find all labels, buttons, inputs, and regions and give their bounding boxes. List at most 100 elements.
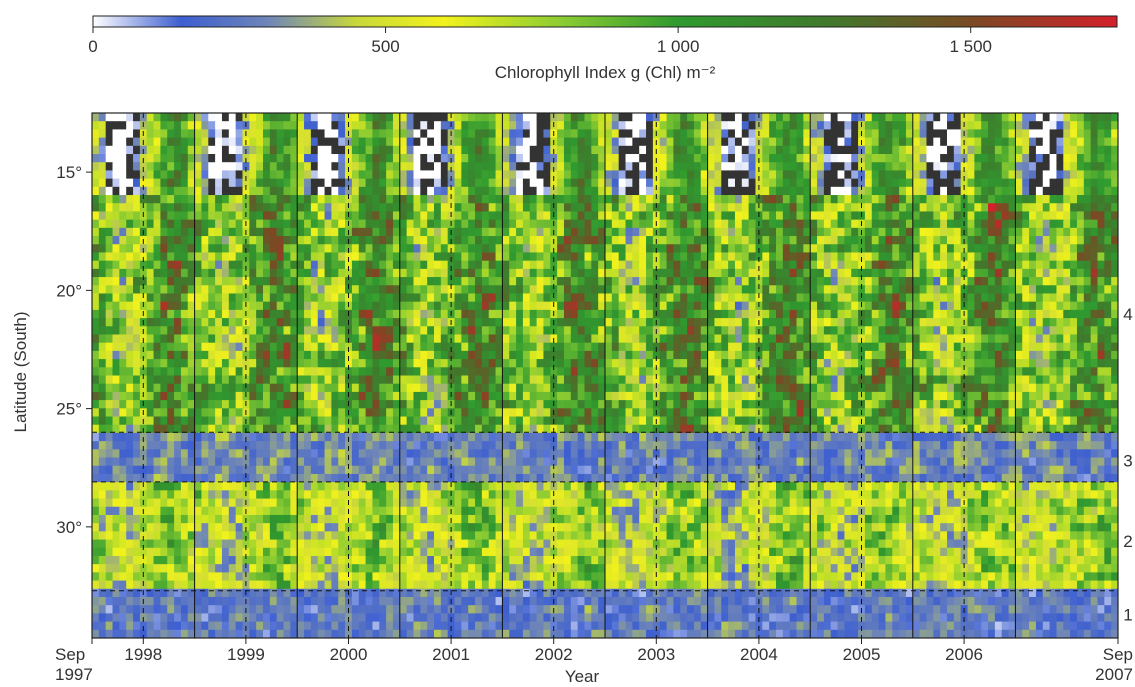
heatmap-cell <box>386 359 394 368</box>
heatmap-cell <box>611 145 620 155</box>
heatmap-cell <box>495 342 503 352</box>
heatmap-cell <box>659 375 668 385</box>
heatmap-cell <box>290 178 298 188</box>
heatmap-cell <box>119 293 127 303</box>
heatmap-cell <box>413 186 421 196</box>
heatmap-cell <box>317 236 326 245</box>
heatmap-cell <box>762 260 770 270</box>
heatmap-cell <box>256 186 264 196</box>
heatmap-cell <box>953 342 962 352</box>
heatmap-cell <box>988 342 996 352</box>
heatmap-cell <box>1049 318 1058 327</box>
heatmap-cell <box>454 277 462 286</box>
heatmap-cell <box>139 350 148 360</box>
heatmap-cell <box>146 359 155 368</box>
heatmap-cell <box>522 252 531 262</box>
heatmap-cell <box>557 334 565 344</box>
heatmap-cell <box>598 260 606 270</box>
heatmap-cell <box>434 309 442 319</box>
heatmap-cell <box>406 219 415 229</box>
heatmap-cell <box>673 326 681 336</box>
heatmap-cell <box>1076 375 1085 385</box>
heatmap-cell <box>194 383 203 393</box>
heatmap-cell <box>160 285 168 295</box>
heatmap-cell <box>187 383 196 393</box>
heatmap-cell <box>263 211 271 221</box>
heatmap-cell <box>741 285 750 295</box>
heatmap-cell <box>194 326 203 336</box>
heatmap-cell <box>372 342 380 352</box>
heatmap-cell <box>1035 359 1044 368</box>
heatmap-cell <box>871 301 880 311</box>
heatmap-cell <box>310 301 319 311</box>
heatmap-cell <box>823 129 832 139</box>
heatmap-cell <box>687 375 695 385</box>
heatmap-cell <box>495 260 503 270</box>
heatmap-cell <box>577 359 586 368</box>
heatmap-cell <box>721 121 729 130</box>
heatmap-cell <box>878 293 887 303</box>
heatmap-cell <box>1076 186 1085 196</box>
heatmap-cell <box>693 285 702 295</box>
heatmap-cell <box>522 326 531 336</box>
heatmap-cell <box>509 285 517 295</box>
heatmap-cell <box>1083 359 1092 368</box>
heatmap-cell <box>509 178 517 188</box>
heatmap-cell <box>933 318 941 327</box>
heatmap-cell <box>221 121 230 130</box>
heatmap-cell <box>92 318 100 327</box>
heatmap-cell <box>605 375 613 385</box>
heatmap-cell <box>1097 178 1105 188</box>
heatmap-cell <box>646 252 654 262</box>
heatmap-cell <box>536 186 545 196</box>
heatmap-cell <box>700 309 709 319</box>
heatmap-cell <box>776 334 784 344</box>
heatmap-cell <box>974 342 982 352</box>
heatmap-cell <box>550 178 558 188</box>
heatmap-cell <box>208 359 216 368</box>
heatmap-cell <box>988 195 996 204</box>
heatmap-cell <box>673 154 681 163</box>
heatmap-cell <box>933 285 941 295</box>
heatmap-cell <box>1015 252 1023 262</box>
heatmap-cell <box>864 342 873 352</box>
heatmap-cell <box>871 203 880 213</box>
heatmap-cell <box>967 252 975 262</box>
heatmap-cell <box>912 195 921 204</box>
heatmap-cell <box>803 121 811 130</box>
heatmap-cell <box>1111 375 1118 385</box>
heatmap-cell <box>557 285 565 295</box>
heatmap-cell <box>605 293 613 303</box>
heatmap-cell <box>221 244 230 254</box>
heatmap-cell <box>878 342 887 352</box>
heatmap-cell <box>639 244 647 254</box>
heatmap-cell <box>1022 301 1030 311</box>
heatmap-cell <box>673 186 681 196</box>
heatmap-cell <box>126 375 134 385</box>
heatmap-cell <box>659 342 668 352</box>
heatmap-cell <box>926 350 934 360</box>
heatmap-cell <box>728 137 736 147</box>
heatmap-cell <box>755 162 763 172</box>
heatmap-cell <box>475 129 483 139</box>
heatmap-cell <box>953 236 962 245</box>
heatmap-cell <box>714 252 722 262</box>
heatmap-cell <box>461 170 469 180</box>
heatmap-cell <box>796 326 804 336</box>
heatmap-cell <box>174 244 182 254</box>
heatmap-cell <box>386 309 394 319</box>
heatmap-cell <box>707 285 716 295</box>
heatmap-cell <box>769 154 777 163</box>
heatmap-cell <box>940 252 948 262</box>
heatmap-cell <box>475 326 483 336</box>
heatmap-cell <box>940 137 948 147</box>
heatmap-cell <box>905 219 914 229</box>
heatmap-cell <box>591 154 599 163</box>
heatmap-cell <box>1104 285 1112 295</box>
heatmap-cell <box>249 359 257 368</box>
heatmap-cell <box>235 285 244 295</box>
heatmap-cell <box>235 170 244 180</box>
heatmap-cell <box>591 129 599 139</box>
heatmap-cell <box>406 137 415 147</box>
heatmap-cell <box>687 227 695 237</box>
